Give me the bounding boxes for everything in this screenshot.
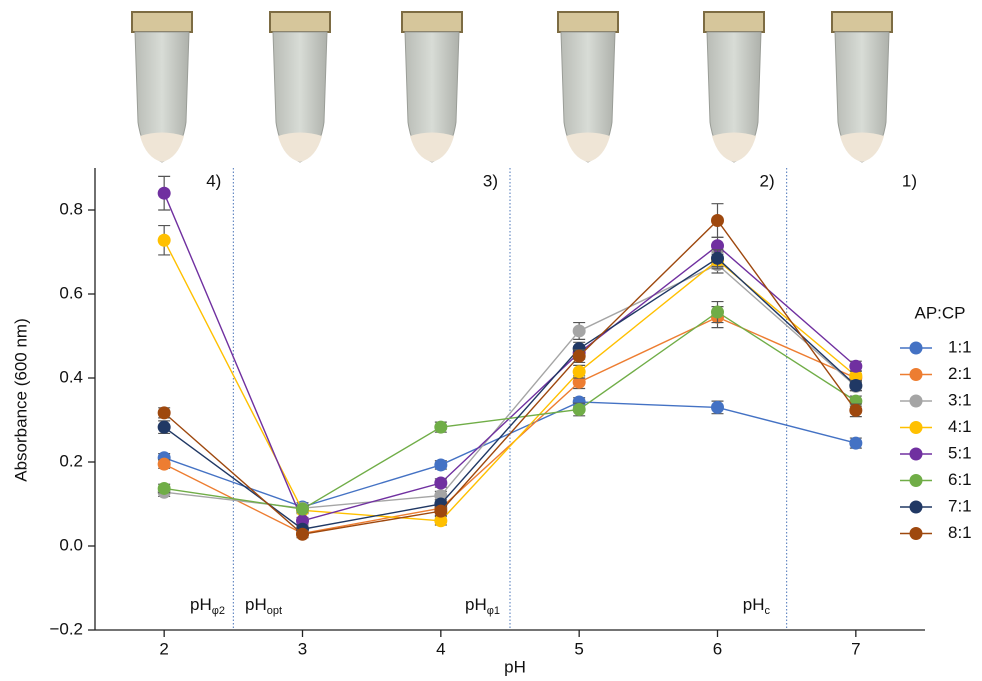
tube [131, 11, 193, 163]
data-point [711, 239, 724, 253]
data-point [157, 233, 171, 247]
data-point [572, 403, 586, 416]
legend-label: 6:1 [948, 470, 972, 489]
legend-marker [909, 421, 923, 434]
phase-label: pHopt [245, 595, 282, 616]
series-line [163, 257, 857, 530]
x-tick-label: 6 [713, 639, 722, 658]
data-point [849, 436, 863, 450]
legend-label: 3:1 [948, 390, 972, 409]
y-tick-label: 0.6 [59, 283, 83, 302]
data-point [157, 420, 171, 434]
series-line [163, 239, 857, 522]
y-tick-label: 0.4 [59, 367, 83, 386]
legend-label: 8:1 [948, 523, 972, 542]
data-point [157, 481, 171, 495]
data-point [434, 476, 448, 490]
region-label: 2) [760, 171, 775, 190]
data-point [849, 369, 863, 383]
series [157, 300, 863, 516]
phase-label-sub: φ1 [487, 605, 500, 617]
x-tick-label: 3 [298, 639, 307, 658]
legend-marker [909, 394, 923, 408]
data-point [157, 457, 171, 471]
data-point [572, 375, 586, 389]
data-point [572, 324, 586, 338]
legend-marker [909, 474, 923, 487]
phase-label: pHφ1 [465, 595, 500, 616]
legend-title: AP:CP [914, 303, 965, 322]
legend-label: 1:1 [948, 337, 972, 356]
y-axis-label: Absorbance (600 nm) [11, 318, 30, 481]
data-point [572, 365, 586, 379]
x-tick-label: 5 [574, 639, 583, 658]
y-tick-label: −0.2 [49, 619, 83, 638]
tube [557, 11, 619, 163]
x-tick-label: 4 [436, 639, 445, 658]
y-tick-label: 0.2 [59, 451, 83, 470]
legend-marker [909, 527, 923, 540]
y-tick-label: 0.8 [59, 199, 83, 218]
data-point [434, 504, 448, 518]
data-point [849, 403, 863, 417]
series [157, 175, 863, 528]
phase-label-sub: φ2 [212, 605, 225, 617]
legend-label: 4:1 [948, 417, 972, 436]
legend-marker [909, 368, 923, 381]
region-label: 1) [902, 171, 917, 190]
legend-label: 5:1 [948, 443, 972, 462]
data-point [711, 251, 724, 265]
data-point [711, 214, 724, 227]
data-point [157, 186, 171, 200]
phase-label-text: pH [190, 595, 212, 614]
x-tick-label: 2 [159, 639, 168, 658]
data-point [711, 400, 724, 414]
data-point [157, 406, 171, 420]
tube [831, 11, 893, 163]
series [157, 203, 863, 541]
tube [401, 11, 463, 163]
x-axis-label: pH [504, 657, 526, 676]
phase-label: pHφ2 [190, 595, 225, 616]
legend-marker [909, 447, 923, 461]
data-point [434, 420, 448, 434]
data-point [434, 514, 448, 528]
legend-label: 2:1 [948, 364, 972, 383]
data-point [296, 527, 309, 541]
phase-label-text: pH [245, 595, 267, 614]
data-point [434, 458, 448, 472]
legend-marker [909, 341, 923, 355]
series-line [163, 219, 857, 535]
phase-label-sub: c [765, 605, 771, 617]
tube-photos [131, 11, 893, 163]
legend-label: 7:1 [948, 496, 972, 515]
data-point [711, 305, 724, 319]
region-label: 4) [206, 171, 221, 190]
data-point [572, 349, 586, 363]
x-tick-label: 7 [851, 639, 860, 658]
phase-label-text: pH [465, 595, 487, 614]
data-point [849, 359, 863, 373]
data-point [849, 379, 863, 393]
phase-label-sub: opt [267, 605, 282, 617]
phase-label-text: pH [743, 595, 765, 614]
tube [703, 11, 765, 163]
data-point [296, 502, 309, 516]
legend-marker [909, 500, 923, 514]
region-label: 3) [483, 171, 498, 190]
tube [269, 11, 331, 163]
series-line [164, 311, 857, 510]
y-tick-label: 0.0 [59, 535, 83, 554]
phase-label: pHc [743, 595, 771, 616]
